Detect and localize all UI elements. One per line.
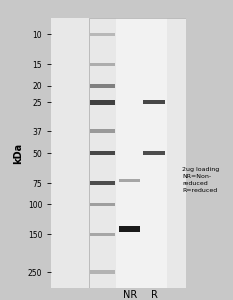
Bar [90,203,115,206]
Bar [90,271,115,274]
Bar [90,151,115,155]
Bar [90,181,115,185]
Bar [143,100,165,104]
Bar [119,179,140,181]
Bar [90,129,115,133]
Bar [90,63,115,66]
Bar [90,100,115,105]
Bar [119,226,140,232]
Bar [140,18,168,288]
Bar [116,18,143,288]
Bar [143,151,165,155]
Y-axis label: kDa: kDa [14,142,24,164]
Text: NR: NR [123,290,137,300]
Text: R: R [151,290,158,300]
Bar [90,84,115,88]
Text: 2ug loading
NR=Non-
reduced
R=reduced: 2ug loading NR=Non- reduced R=reduced [182,167,219,193]
Bar [90,33,115,36]
Bar [89,18,186,288]
Bar [90,233,115,236]
